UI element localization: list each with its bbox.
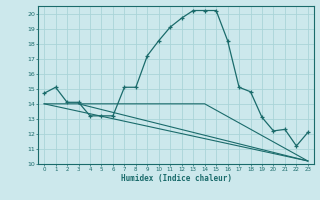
X-axis label: Humidex (Indice chaleur): Humidex (Indice chaleur) <box>121 174 231 183</box>
